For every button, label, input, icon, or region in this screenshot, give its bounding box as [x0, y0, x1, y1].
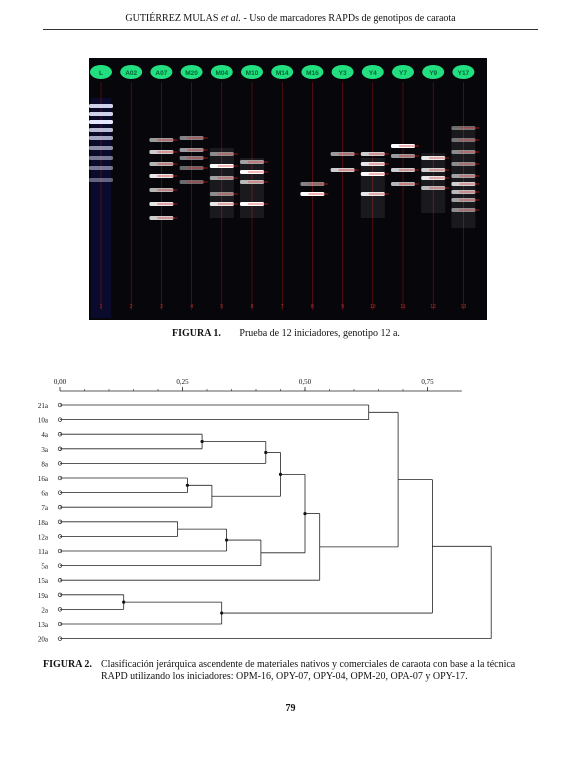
leaf-label: 5a — [41, 563, 49, 571]
leaf-label: 12a — [38, 533, 49, 541]
lane-label: M16 — [306, 70, 319, 77]
axis-tick-label: 0,50 — [299, 378, 312, 386]
leaf-label: 21a — [38, 402, 49, 410]
lane-label: Y4 — [369, 70, 377, 77]
dendro-node — [220, 611, 224, 615]
lane-label-badge — [392, 65, 414, 79]
header-etal: et al. — [220, 13, 241, 24]
lane-label: L — [99, 70, 103, 77]
header-author: GUTIÉRREZ MULAS — [125, 13, 219, 24]
lane-number: 6 — [251, 304, 254, 310]
leaf-label: 10a — [38, 417, 49, 425]
lane-label-badge — [241, 65, 263, 79]
gel-smear — [360, 158, 385, 218]
gel-band — [89, 104, 113, 108]
lane-label-badge — [180, 65, 203, 79]
lane-label-badge — [331, 65, 354, 79]
lane-number: 12 — [430, 304, 436, 310]
gel-band — [89, 156, 113, 160]
leaf-label: 8a — [41, 460, 49, 468]
leaf-label: 18a — [38, 519, 49, 527]
leaf-label: 4a — [41, 431, 49, 439]
leaf-label: 6a — [41, 490, 49, 498]
figure2-label: FIGURA 2. — [43, 659, 92, 670]
gel-electrophoresis-image: L 1 A02 2 A07 3 M20 4 M04 5 M10 6 M14 7 M16 8 Y3 9 Y4 10 Y7 1… — [89, 58, 487, 320]
leaf-label: 7a — [41, 504, 49, 512]
header-rule — [43, 29, 538, 30]
lane-label-badge — [150, 65, 173, 79]
leaf-label: 16a — [38, 475, 49, 483]
axis-tick-label: 0,25 — [176, 378, 189, 386]
lane-label-badge — [271, 65, 294, 79]
header-title: - Uso de marcadores RAPDs de genotipos d… — [240, 13, 456, 24]
lane-number: 11 — [400, 304, 405, 310]
lane-number: 10 — [370, 304, 376, 310]
leaf-label: 11a — [38, 548, 49, 556]
lane-label: A02 — [125, 70, 137, 77]
axis-tick-label: 0,75 — [421, 378, 434, 386]
lane-label: M14 — [276, 70, 289, 77]
leaf-label: 15a — [38, 577, 49, 585]
figure1-caption-text: Prueba de 12 iniciadores, genotipo 12 a. — [239, 328, 400, 339]
lane-label-badge — [120, 65, 143, 79]
gel-smear — [240, 158, 264, 218]
lane-number: 5 — [220, 304, 223, 310]
gel-band — [89, 120, 113, 124]
gel-band — [89, 112, 113, 116]
lane-number: 7 — [281, 304, 284, 310]
lane-label: A07 — [155, 70, 167, 77]
lane-label-badge — [301, 65, 324, 79]
axis-tick-label: 0,00 — [54, 378, 67, 386]
gel-smear — [451, 128, 476, 228]
gel-band — [89, 136, 113, 140]
lane-label-badge — [90, 65, 112, 79]
lane-label: M04 — [215, 70, 228, 77]
lane-number: 3 — [160, 304, 163, 310]
lane-label-badge — [422, 65, 445, 79]
gel-smear — [209, 148, 234, 218]
leaf-label: 3a — [41, 446, 49, 454]
lane-label-badge — [452, 65, 475, 79]
page-number: 79 — [285, 703, 296, 714]
gel-band — [89, 178, 113, 182]
gel-smear — [421, 153, 446, 213]
lane-number: 4 — [190, 304, 193, 310]
leaf-label: 2a — [41, 606, 49, 614]
leaf-label: 20a — [38, 636, 49, 644]
figure1-caption: FIGURA 1. Prueba de 12 iniciadores, geno… — [172, 328, 400, 339]
leaf-label: 13a — [38, 621, 49, 629]
lane-number: 8 — [311, 304, 314, 310]
lane-label-badge — [210, 65, 233, 79]
lane-label: Y7 — [399, 70, 407, 77]
figure2-caption: FIGURA 2. Clasificación jerárquica ascen… — [43, 659, 543, 683]
leaf-label: 19a — [38, 592, 49, 600]
lane-label: Y3 — [339, 70, 347, 77]
figure2-caption-line1: Clasificación jerárquica ascendente de m… — [101, 659, 516, 670]
lane-number: 9 — [341, 304, 344, 310]
lane-label: M20 — [185, 70, 198, 77]
lane-label: Y17 — [458, 70, 470, 77]
figure1-label: FIGURA 1. — [172, 328, 221, 339]
gel-band — [89, 146, 113, 150]
lane-number: 1 — [100, 304, 103, 310]
lane-label-badge — [361, 65, 384, 79]
gel-band — [89, 128, 113, 132]
gel-band — [89, 166, 113, 170]
figure2-caption-line2: RAPD utilizando los iniciadores: OPM-16,… — [101, 671, 468, 682]
lane-number: 2 — [130, 304, 133, 310]
lane-label: Y9 — [429, 70, 437, 77]
running-header: GUTIÉRREZ MULAS et al. - Uso de marcador… — [0, 13, 581, 24]
dendrogram: 0,00 0,25 0,50 0,75 21a 10a 4a 3a 8a 16a 6a 7a 18a 12… — [38, 378, 492, 644]
lane-label: M10 — [246, 70, 259, 77]
lane-number: 13 — [461, 304, 467, 310]
